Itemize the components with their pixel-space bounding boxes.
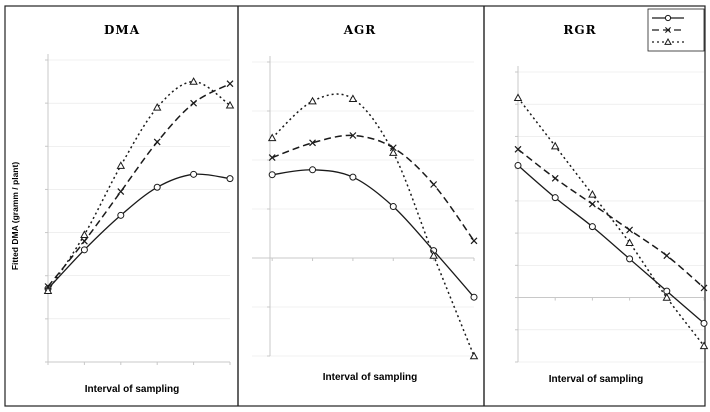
rgr-series-1-point <box>514 161 522 169</box>
agr-series-3-point <box>469 351 479 360</box>
agr-series-3-point <box>389 148 398 156</box>
dma-series-2-point <box>226 80 234 88</box>
dma-series-3-point <box>116 161 126 169</box>
dma-series-1-line <box>47 173 231 290</box>
agr-panel-title: AGR <box>343 23 377 37</box>
dma-series-1-point <box>226 175 234 183</box>
legend <box>647 8 705 52</box>
agr-series-2-point <box>268 154 276 161</box>
dma-series-1-point <box>80 246 88 254</box>
dma-series-3-point <box>225 100 235 109</box>
rgr-series-3-line <box>517 97 705 347</box>
rgr-series-3-point <box>699 341 709 350</box>
rgr-series-1-point <box>588 223 596 231</box>
legend-series-1-marker <box>664 14 672 22</box>
rgr-series-2-point <box>551 174 559 182</box>
dma-series-2-point <box>153 138 161 146</box>
agr-series-3-point <box>348 94 358 102</box>
rgr-series-2-point <box>700 284 708 292</box>
rgr-series-2-point <box>663 252 671 260</box>
agr-series-2-point <box>430 181 438 188</box>
agr-series-3-point <box>308 96 317 105</box>
legend-series-3-marker <box>664 37 672 45</box>
rgr-series-3-point <box>588 190 597 198</box>
rgr-series-3-point <box>625 238 634 246</box>
dma-series-2-line <box>47 83 231 287</box>
rgr-series-3-point <box>550 141 560 150</box>
rgr-panel: RGR Interval of sampling <box>513 23 709 385</box>
agr-plot-area <box>252 56 479 360</box>
agr-series-1-point <box>268 171 276 179</box>
agr-series-3-line <box>271 93 475 357</box>
dma-series-1-point <box>117 211 125 219</box>
agr-series-2-line <box>271 134 475 242</box>
agr-series-1-point <box>389 203 397 211</box>
dma-series-2-point <box>190 99 198 107</box>
agr-series-3-point <box>267 133 277 142</box>
agr-series-2-point <box>309 139 316 147</box>
agr-panel: AGR Interval of sampling <box>252 23 479 383</box>
dma-panel-title: DMA <box>104 23 140 37</box>
rgr-series-2-point <box>588 200 596 208</box>
agr-series-3-point <box>429 251 438 259</box>
dma-plot-area <box>43 54 235 365</box>
legend-series-2-marker <box>665 27 671 33</box>
dma-series-1-point <box>153 183 161 191</box>
agr-series-2-point <box>349 132 357 139</box>
agr-series-1-line <box>272 169 475 298</box>
agr-series-2-point <box>470 237 478 245</box>
rgr-series-1-point <box>551 194 559 202</box>
rgr-series-2-point <box>626 226 634 234</box>
dma-series-3-point <box>80 230 89 238</box>
rgr-panel-title: RGR <box>563 23 596 37</box>
agr-x-axis-label: Interval of sampling <box>323 372 417 383</box>
rgr-series-1-line <box>517 164 705 324</box>
rgr-x-axis-label: Interval of sampling <box>549 374 643 385</box>
dma-series-3-point <box>189 77 198 85</box>
dma-series-1-point <box>190 170 198 178</box>
rgr-series-2-point <box>514 145 522 153</box>
rgr-series-3-point <box>662 293 672 301</box>
agr-series-1-point <box>309 166 317 174</box>
figure-frame <box>4 5 706 407</box>
rgr-series-2-line <box>517 148 705 289</box>
dma-y-axis-label: Fitted DMA (gramm / plant) <box>10 162 20 270</box>
rgr-series-1-point <box>626 255 634 263</box>
dma-series-2-point <box>117 188 125 196</box>
rgr-series-1-point <box>700 319 708 327</box>
agr-series-1-point <box>470 293 478 301</box>
agr-series-1-point <box>349 173 357 181</box>
rgr-series-3-point <box>513 93 523 101</box>
dma-panel: DMA Fitted DMA (gramm / plant) Interval … <box>10 23 235 395</box>
dma-x-axis-label: Interval of sampling <box>85 384 179 395</box>
rgr-plot-area <box>513 66 709 363</box>
dma-series-3-point <box>152 103 162 111</box>
dma-series-3-point <box>43 286 53 295</box>
